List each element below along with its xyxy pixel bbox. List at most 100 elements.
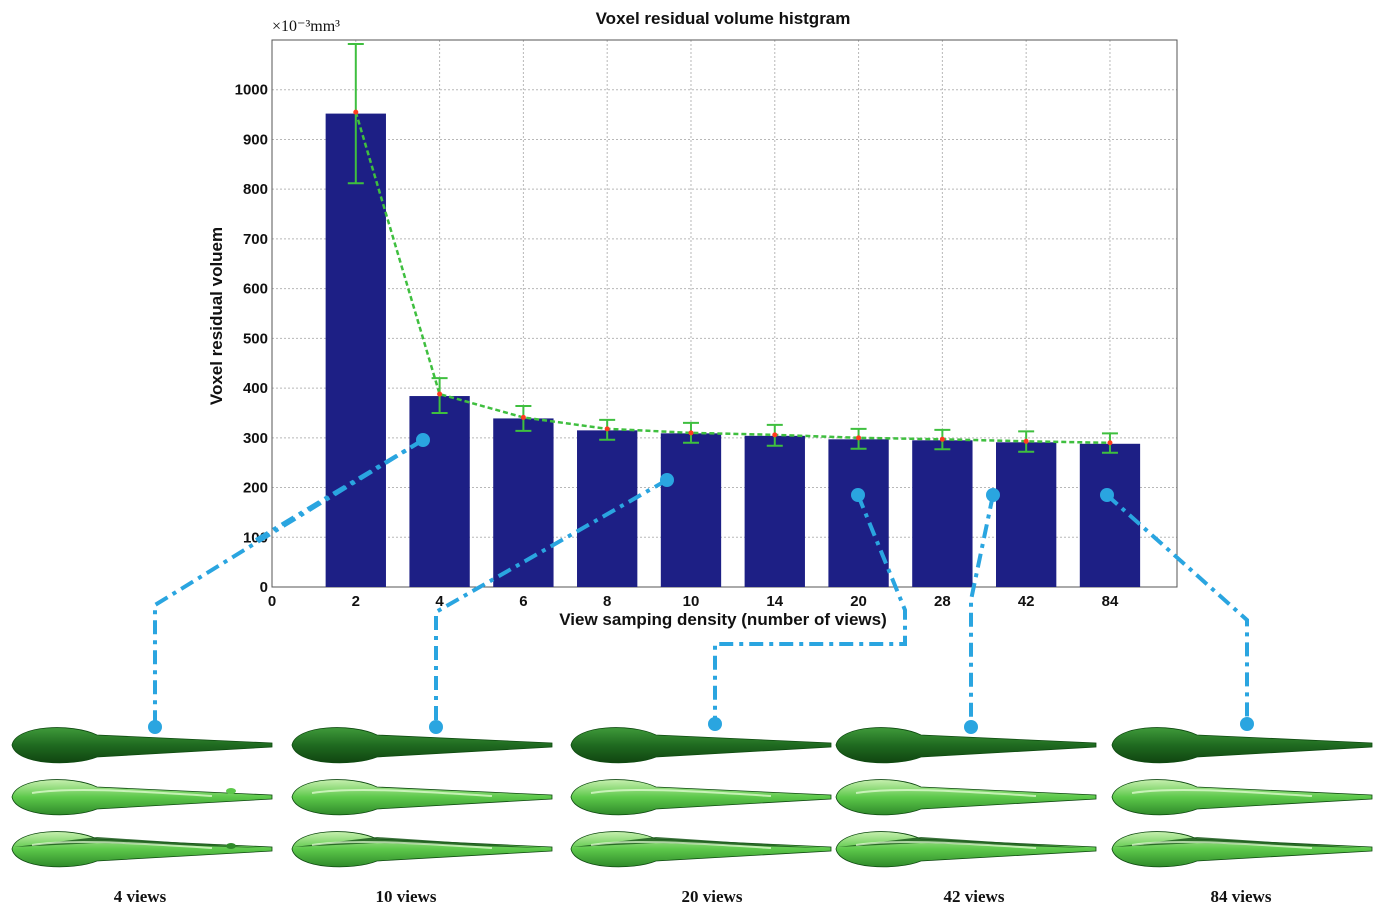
bar [828,439,889,587]
fish-render [570,779,832,816]
y-tick-label: 200 [243,480,268,497]
fish-render [291,779,553,816]
bar [660,433,722,587]
connector-dot [429,720,443,734]
y-axis-multiplier: ×10⁻³mm³ [272,18,340,35]
x-tick-label: 2 [352,593,360,610]
bar [409,396,470,587]
y-tick-label: 600 [243,281,268,298]
thumbnail-group [11,727,273,868]
fish-shadow [294,837,542,848]
x-tick-label: 6 [519,593,527,610]
connector-dot [416,433,430,447]
x-tick-label: 42 [1018,593,1035,610]
connector-dot [964,720,978,734]
fish-highlight [311,788,493,797]
bar [912,440,973,587]
fish-render [1111,727,1373,764]
fish-highlight [1131,788,1313,797]
thumbnail-group [1111,727,1373,868]
thumbnail-group [835,727,1097,868]
thumbnail-connectors [148,433,1254,734]
connector-path [1105,493,1249,724]
y-tick-label: 700 [243,231,268,248]
fish-highlight [1131,840,1313,849]
bars [325,113,1141,587]
x-tick-label: 84 [1102,593,1119,610]
connector-dot [1240,717,1254,731]
fish-render [291,831,553,868]
thumbnail-group [570,727,832,868]
y-tick-label: 1000 [235,82,268,99]
noise-blob [226,788,236,794]
x-tick-label: 20 [850,593,867,610]
bar [577,430,638,587]
fish-render [570,831,832,868]
mean-marker [520,414,526,420]
fish-highlight [31,840,213,849]
thumbnail-caption: 84 views [1211,887,1272,906]
y-tick-label: 0 [260,579,268,596]
x-tick-label: 14 [766,593,783,610]
fish-render [835,727,1097,764]
connector-dot [708,717,722,731]
fish-highlight [311,840,493,849]
connector-dot [1100,488,1114,502]
fish-render [11,831,273,868]
fish-shadow [14,837,262,848]
mean-marker [353,109,359,115]
fish-render [11,779,273,816]
connector-path [969,494,995,726]
connector-dot [660,473,674,487]
x-axis-label: View samping density (number of views) [559,610,886,629]
fish-shadow [1114,837,1362,848]
error-bars [347,42,1118,454]
mean-marker [688,430,694,436]
fish-render [835,779,1097,816]
fish-render [1111,779,1373,816]
mean-marker [437,391,443,397]
connector-path [713,494,907,724]
thumbnail-group [291,727,553,868]
thumbnail-caption: 20 views [682,887,743,906]
y-axis-label: Voxel residual voluem [207,227,226,405]
plot-area [271,39,1178,588]
trend-line [354,111,1110,445]
y-tick-label: 500 [243,330,268,347]
thumbnail-caption: 4 views [114,887,167,906]
fish-highlight [855,840,1037,849]
fish-shadow [838,837,1086,848]
bar [325,113,386,587]
chart-title: Voxel residual volume histgram [596,9,851,28]
x-tick-label: 10 [683,593,700,610]
mean-marker [1023,438,1029,444]
y-tick-label: 800 [243,181,268,198]
bar [744,435,805,587]
connector-dot [986,488,1000,502]
connector-path [434,478,668,726]
connector-path [153,438,425,726]
x-tick-label: 28 [934,593,951,610]
thumbnail-caption: 10 views [376,887,437,906]
fish-render [835,831,1097,868]
mean-marker [939,436,945,442]
mean-marker [772,432,778,438]
thumbnail-row: 4 views 10 views 20 views 42 views 84 views [11,727,1373,906]
y-tick-label: 400 [243,380,268,397]
fish-render [570,727,832,764]
bar [493,418,554,587]
mean-marker [856,435,862,441]
connector-dot [851,488,865,502]
x-tick-label: 8 [603,593,611,610]
y-tick-label: 100 [243,529,268,546]
x-tick-label: 0 [268,593,276,610]
fish-render [291,727,553,764]
fish-highlight [590,788,772,797]
y-tick-label: 300 [243,430,268,447]
fish-highlight [590,840,772,849]
fish-highlight [31,788,213,797]
noise-blob [226,843,236,849]
x-tick-label: 4 [435,593,444,610]
fish-highlight [855,788,1037,797]
